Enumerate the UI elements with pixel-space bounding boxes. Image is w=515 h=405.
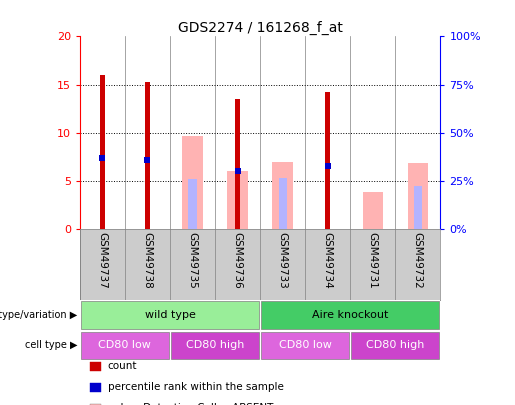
Text: value, Detection Call = ABSENT: value, Detection Call = ABSENT bbox=[108, 403, 273, 405]
Bar bbox=[325, 92, 331, 229]
Text: Aire knockout: Aire knockout bbox=[312, 310, 388, 320]
Text: GSM49731: GSM49731 bbox=[368, 232, 377, 289]
Bar bbox=[261, 332, 349, 359]
Text: GSM49736: GSM49736 bbox=[233, 232, 243, 289]
Bar bbox=[279, 178, 287, 229]
Text: cell type ▶: cell type ▶ bbox=[25, 340, 77, 350]
Bar bbox=[81, 301, 259, 328]
Text: CD80 low: CD80 low bbox=[98, 340, 151, 350]
Bar bbox=[81, 332, 169, 359]
Bar bbox=[228, 171, 248, 229]
Text: GSM49733: GSM49733 bbox=[278, 232, 287, 289]
Text: GSM49735: GSM49735 bbox=[187, 232, 197, 289]
Bar bbox=[351, 332, 439, 359]
Bar bbox=[408, 164, 428, 229]
Bar bbox=[363, 192, 383, 229]
Bar bbox=[100, 75, 105, 229]
Bar bbox=[188, 179, 197, 229]
Text: CD80 low: CD80 low bbox=[279, 340, 332, 350]
Text: wild type: wild type bbox=[145, 310, 195, 320]
Text: GSM49732: GSM49732 bbox=[413, 232, 423, 289]
Text: GSM49737: GSM49737 bbox=[97, 232, 107, 289]
Text: genotype/variation ▶: genotype/variation ▶ bbox=[0, 310, 77, 320]
Bar bbox=[261, 301, 439, 328]
Text: CD80 high: CD80 high bbox=[186, 340, 244, 350]
Bar bbox=[182, 136, 202, 229]
Title: GDS2274 / 161268_f_at: GDS2274 / 161268_f_at bbox=[178, 21, 342, 35]
Text: count: count bbox=[108, 361, 137, 371]
Text: percentile rank within the sample: percentile rank within the sample bbox=[108, 382, 284, 392]
Bar bbox=[414, 185, 422, 229]
Bar bbox=[145, 82, 150, 229]
Bar bbox=[235, 99, 240, 229]
Text: CD80 high: CD80 high bbox=[366, 340, 424, 350]
Text: GSM49738: GSM49738 bbox=[143, 232, 152, 289]
Bar bbox=[171, 332, 259, 359]
Bar bbox=[272, 162, 293, 229]
Text: GSM49734: GSM49734 bbox=[323, 232, 333, 289]
